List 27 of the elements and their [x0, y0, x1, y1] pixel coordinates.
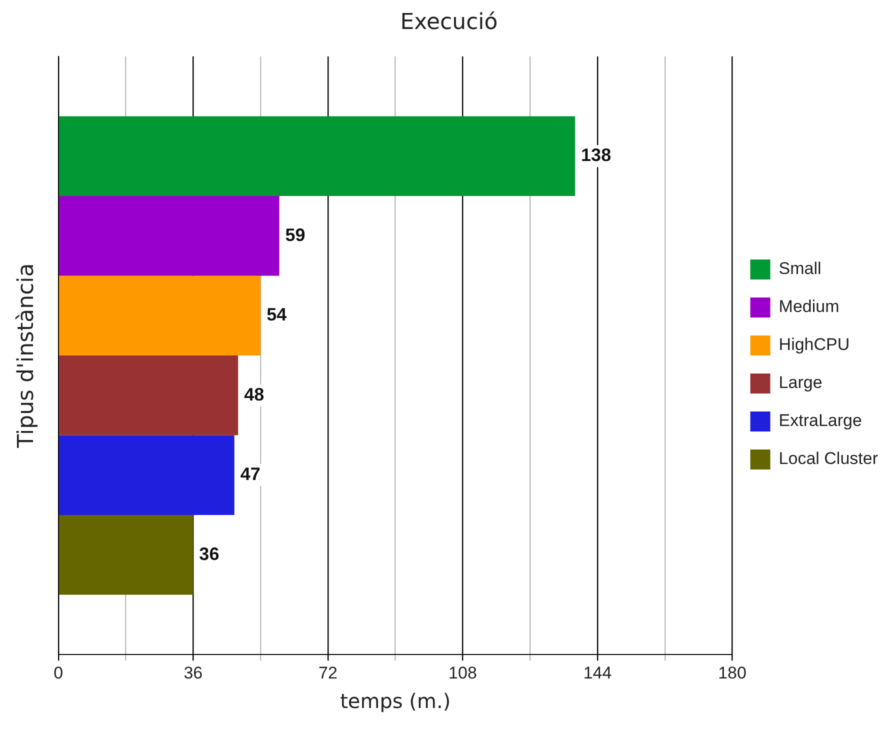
legend-label: Large: [778, 373, 822, 392]
x-axis-title: temps (m.): [340, 689, 451, 714]
bar: [59, 356, 238, 436]
x-tick-label: 0: [54, 663, 64, 682]
legend-label: ExtraLarge: [778, 411, 862, 430]
data-label: 48: [244, 384, 264, 404]
data-label: 138: [581, 145, 612, 166]
data-label: 36: [199, 544, 220, 564]
legend-label: HighCPU: [778, 335, 850, 354]
legend-label: Small: [778, 259, 822, 278]
x-tick-label: 72: [318, 663, 338, 682]
bar: [59, 276, 261, 356]
chart-title: Execució: [400, 10, 498, 35]
legend-label: Local Cluster: [778, 449, 878, 468]
x-tick-label: 144: [583, 663, 612, 682]
data-label: 59: [285, 224, 306, 245]
y-axis-title: Tipus d'instància: [14, 263, 39, 449]
data-label: 47: [240, 464, 260, 484]
bar: [59, 515, 194, 595]
bar: [59, 116, 576, 196]
legend-label: Medium: [778, 297, 840, 316]
x-tick-label: 108: [448, 663, 477, 682]
x-tick-label: 36: [184, 663, 203, 682]
bar: [59, 435, 234, 516]
bar: [59, 196, 280, 276]
x-tick-label: 180: [718, 663, 746, 682]
data-label: 54: [266, 304, 287, 325]
